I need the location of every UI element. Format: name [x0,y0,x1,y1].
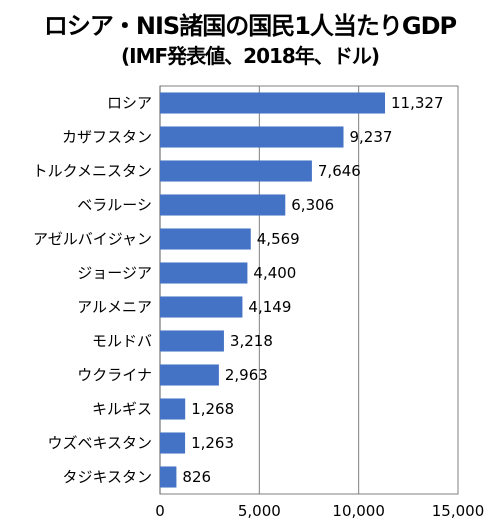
bar [160,228,251,250]
bar [160,194,286,216]
category-label: ベラルーシ [77,196,152,214]
bar [160,330,224,352]
data-label: 4,400 [253,264,296,282]
x-tick-label: 0 [155,502,165,520]
data-label: 4,149 [248,298,291,316]
bar [160,398,186,420]
x-tick-label: 5,000 [238,502,281,520]
category-label: キルギス [92,400,152,418]
bar [160,262,248,284]
data-label: 2,963 [225,366,268,384]
chart-subtitle: (IMF発表値、2018年、ドル) [121,44,380,68]
data-label: 1,268 [191,400,234,418]
data-label: 7,646 [318,162,361,180]
chart-title: ロシア・NIS諸国の国民1人当たりGDP [43,12,457,40]
category-label: アルメニア [77,298,152,316]
bar [160,432,186,454]
category-label: トルクメニスタン [33,162,152,180]
category-label: アゼルバイジャン [33,230,152,248]
x-tick-label: 10,000 [332,502,385,520]
category-label: ウズベキスタン [47,434,152,452]
data-label: 11,327 [391,94,444,112]
data-label: 1,263 [191,434,234,452]
category-label: ジョージア [77,264,152,282]
bar [160,92,386,114]
bar [160,296,243,318]
data-label: 826 [182,468,211,486]
data-label: 6,306 [291,196,334,214]
category-label: モルドバ [92,332,152,350]
category-label: ウクライナ [77,366,152,384]
data-label: 9,237 [350,128,393,146]
bar [160,364,219,386]
category-label: カザフスタン [62,128,152,146]
x-tick-label: 15,000 [432,502,485,520]
bar [160,466,177,488]
bar [160,160,312,182]
data-label: 4,569 [257,230,300,248]
category-label: タジキスタン [62,468,152,486]
bar [160,126,344,148]
data-label: 3,218 [230,332,273,350]
category-label: ロシア [107,94,152,112]
